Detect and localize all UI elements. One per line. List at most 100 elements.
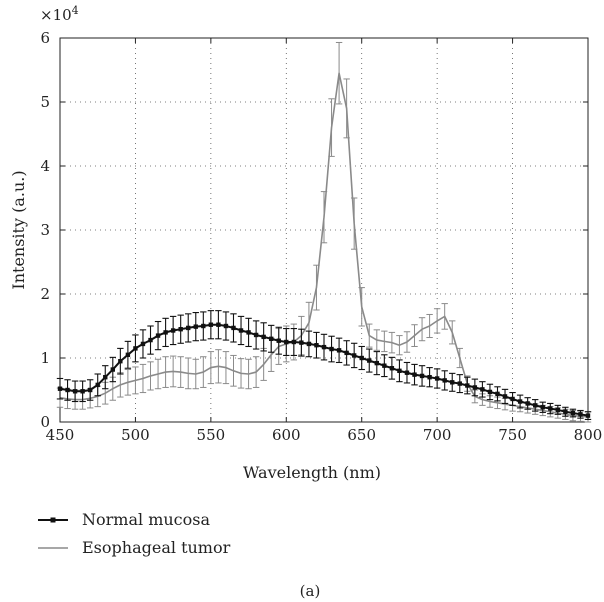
data-point <box>351 353 357 358</box>
x-tick-label: 750 <box>498 426 527 444</box>
data-point <box>397 368 402 373</box>
data-point <box>201 323 206 329</box>
y-tick-label: 4 <box>40 157 50 175</box>
legend-label-esophageal-tumor: Esophageal tumor <box>82 538 231 557</box>
data-point <box>563 409 568 414</box>
legend-item-normal-mucosa: Normal mucosa <box>38 510 210 529</box>
data-point <box>336 348 342 353</box>
data-point <box>155 333 161 338</box>
data-point <box>578 412 583 417</box>
data-point <box>525 401 530 406</box>
axis-ticks <box>59 37 589 423</box>
series-line-esophageal-tumor <box>59 72 589 418</box>
data-point <box>404 370 410 375</box>
data-point <box>238 328 244 333</box>
data-point <box>359 355 364 361</box>
legend-label-normal-mucosa: Normal mucosa <box>82 510 210 529</box>
data-point <box>419 373 425 379</box>
y-tick-label: 2 <box>40 285 50 303</box>
data-point <box>253 332 259 338</box>
x-tick-label: 450 <box>46 426 75 444</box>
data-point <box>465 383 470 388</box>
data-point <box>57 386 63 391</box>
data-point <box>442 378 447 383</box>
data-point <box>269 336 274 341</box>
x-tick-label: 500 <box>121 426 150 444</box>
data-point <box>548 406 553 411</box>
legend-item-esophageal-tumor: Esophageal tumor <box>38 538 231 557</box>
data-point <box>299 340 304 345</box>
data-point <box>80 389 85 394</box>
data-point <box>216 322 221 327</box>
data-point <box>284 339 289 345</box>
data-point <box>374 360 379 366</box>
data-point <box>291 339 297 345</box>
data-point <box>208 322 214 327</box>
data-point <box>540 405 545 410</box>
data-point <box>246 330 251 335</box>
data-point <box>186 325 191 331</box>
data-point <box>314 343 319 348</box>
series-esophageal-tumor <box>56 41 592 423</box>
data-point <box>148 337 153 343</box>
data-point <box>450 380 455 385</box>
data-point <box>140 341 146 347</box>
data-point <box>389 366 395 371</box>
data-point <box>261 334 266 340</box>
data-point <box>170 328 176 333</box>
data-point <box>457 381 462 386</box>
y-tick-label: 6 <box>40 29 50 47</box>
data-point <box>110 367 115 372</box>
data-point <box>103 375 108 380</box>
y-axis-label: Intensity (a.u.) <box>9 170 28 289</box>
legend-marker-normal-mucosa <box>50 517 56 523</box>
data-point <box>555 407 561 413</box>
data-point <box>306 341 312 347</box>
y-tick-label: 3 <box>40 221 50 239</box>
data-point <box>223 323 229 329</box>
data-point <box>412 372 417 377</box>
data-point <box>231 325 236 331</box>
series-normal-mucosa <box>56 310 592 420</box>
data-point <box>502 394 508 399</box>
y-tick-label: 0 <box>40 413 50 431</box>
data-point <box>118 359 123 364</box>
data-point <box>276 338 281 343</box>
data-point <box>480 387 485 392</box>
data-point <box>487 389 493 395</box>
axis-tick-labels: 450 500 550 600 650 700 750 800 0 1 2 3 4 5 6 <box>40 29 602 444</box>
x-tick-label: 550 <box>197 426 226 444</box>
data-point <box>178 327 183 332</box>
y-tick-label: 5 <box>40 93 50 111</box>
data-point <box>72 389 78 394</box>
data-point <box>163 330 168 335</box>
data-point <box>472 385 478 390</box>
data-point <box>95 382 100 388</box>
data-point <box>495 391 500 397</box>
data-point <box>321 344 327 350</box>
y-axis-multiplier: ×104 <box>40 4 79 24</box>
data-point <box>510 396 515 402</box>
figure-caption: (a) <box>300 582 321 600</box>
data-point <box>367 358 372 363</box>
data-point <box>193 324 198 329</box>
x-tick-label: 600 <box>272 426 301 444</box>
data-point <box>533 403 538 408</box>
data-point <box>427 375 432 380</box>
data-point <box>570 410 576 416</box>
x-tick-label: 800 <box>574 426 603 444</box>
x-tick-label: 650 <box>347 426 376 444</box>
data-point <box>517 399 523 404</box>
data-point <box>585 413 591 418</box>
legend: Normal mucosa Esophageal tumor <box>38 510 231 557</box>
series-layer <box>56 41 592 423</box>
data-point <box>87 387 93 393</box>
data-point <box>434 376 440 381</box>
y-tick-label: 1 <box>40 349 50 367</box>
data-point <box>65 387 70 393</box>
data-point <box>133 346 138 351</box>
x-tick-label: 700 <box>423 426 452 444</box>
data-point <box>382 363 387 368</box>
x-axis-label: Wavelength (nm) <box>243 463 381 482</box>
